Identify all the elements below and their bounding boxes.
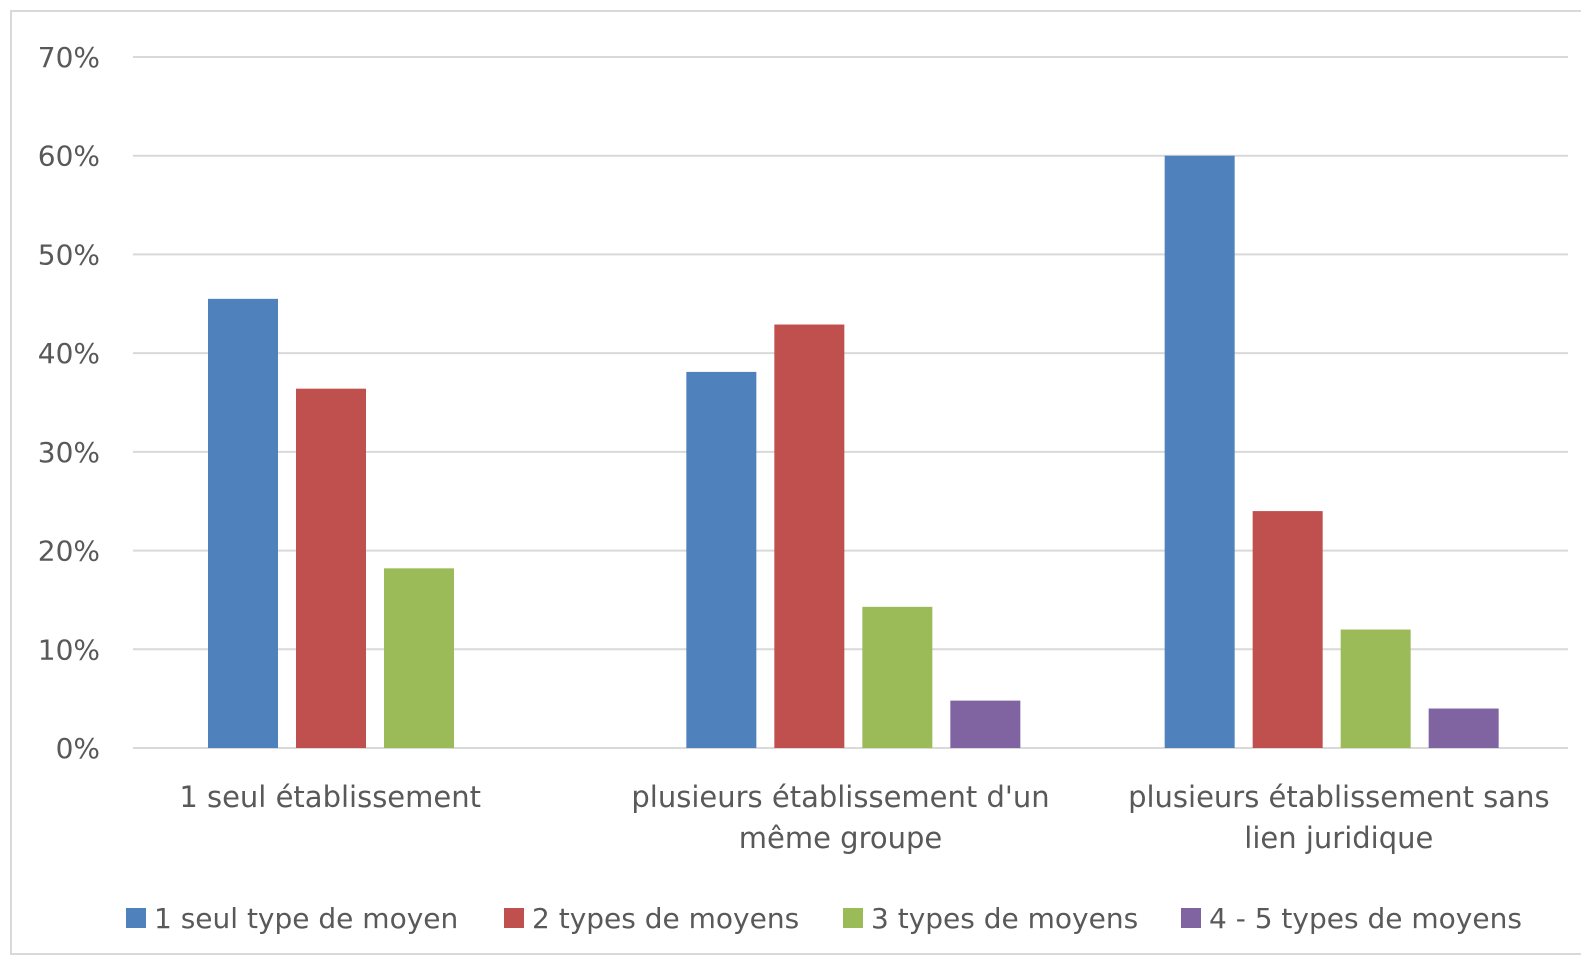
bar-3-4: [1428, 708, 1499, 748]
bar-3-3: [1340, 629, 1411, 748]
x-category-label: lien juridique: [1244, 821, 1433, 855]
y-tick-label: 30%: [38, 436, 100, 469]
y-tick-label: 10%: [38, 633, 100, 666]
x-category-label: même groupe: [739, 821, 942, 855]
y-tick-label: 20%: [38, 535, 100, 568]
y-tick-label: 60%: [38, 140, 100, 173]
bar-3-1: [1164, 155, 1235, 748]
legend-label: 2 types de moyens: [532, 902, 799, 935]
legend-swatch: [126, 908, 146, 928]
legend-label: 4 - 5 types de moyens: [1209, 902, 1522, 935]
x-category-label: plusieurs établissement sans: [1128, 780, 1549, 814]
bar-2-1: [686, 371, 757, 748]
y-axis-tick-labels: 0% 10% 20% 30% 40% 50% 60% 70%: [38, 41, 100, 765]
bar-3-2: [1252, 511, 1323, 748]
bar-1-3: [384, 568, 454, 748]
bar-1-1: [208, 298, 278, 748]
legend-swatch: [843, 908, 863, 928]
legend-swatch: [1181, 908, 1201, 928]
legend: 1 seul type de moyen 2 types de moyens 3 t…: [126, 902, 1522, 935]
legend-swatch: [504, 908, 524, 928]
gridlines: [133, 56, 1568, 749]
bar-2-4: [950, 700, 1021, 748]
y-tick-label: 70%: [38, 41, 100, 74]
x-category-label: 1 seul établissement: [179, 780, 481, 814]
bar-2-3: [862, 606, 933, 748]
x-category-label: plusieurs établissement d'un: [631, 780, 1049, 814]
bar-2-2: [774, 324, 845, 748]
bar-1-2: [296, 388, 366, 748]
bars: [208, 155, 1499, 748]
y-tick-label: 0%: [56, 732, 100, 765]
y-tick-label: 40%: [38, 337, 100, 370]
y-tick-label: 50%: [38, 238, 100, 271]
legend-label: 1 seul type de moyen: [154, 902, 458, 935]
legend-label: 3 types de moyens: [871, 902, 1138, 935]
x-axis-category-labels: 1 seul établissement plusieurs établissem…: [179, 780, 1549, 855]
